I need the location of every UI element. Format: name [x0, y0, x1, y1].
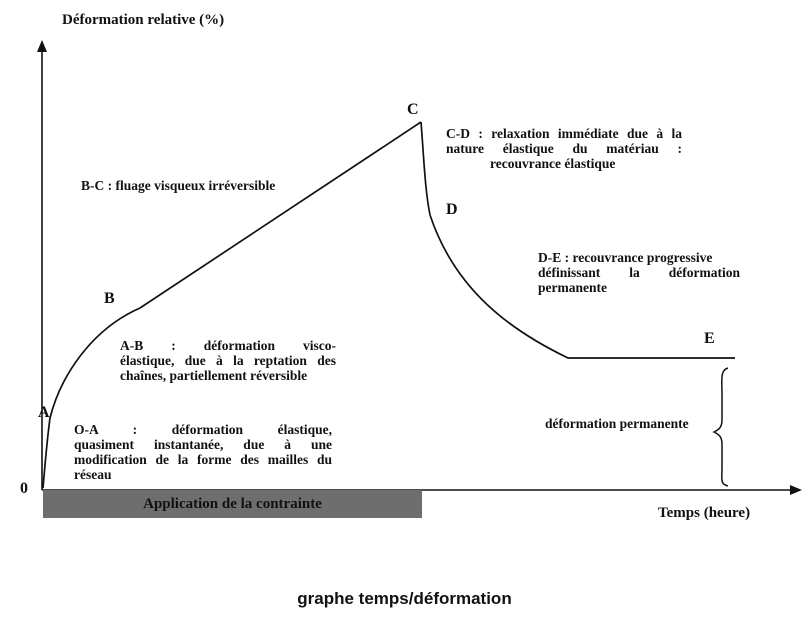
annotation-c-d: C-D : relaxation immédiate due à la natu… [446, 126, 682, 171]
annotation-d-e-line-2: définissant la déformation [538, 265, 740, 280]
annotation-a-b-line-2: élastique, due à la reptation des [120, 353, 336, 368]
permanent-deformation-brace [712, 367, 729, 487]
curve-o-a-b [42, 307, 141, 489]
point-b-label: B [104, 290, 115, 307]
annotation-o-a-line-3: modification de la forme des mailles du [74, 452, 332, 467]
stress-application-label: Application de la contrainte [143, 495, 322, 512]
origin-label: 0 [20, 480, 28, 497]
point-d-label: D [446, 201, 458, 218]
curve-b-c [139, 121, 422, 309]
annotation-d-e-line-3: permanente [538, 280, 607, 295]
annotation-o-a-line-1: O-A : déformation élastique, [74, 422, 332, 437]
annotation-b-c: B-C : fluage visqueux irréversible [81, 178, 276, 193]
annotation-a-b-line-3: chaînes, partiellement réversible [120, 368, 308, 383]
point-c-label: C [407, 101, 419, 118]
point-e-label: E [704, 330, 715, 347]
annotation-c-d-line-3: recouvrance élastique [490, 156, 616, 171]
curve-c-d [420, 121, 431, 216]
x-axis-arrowhead [790, 485, 802, 495]
annotation-o-a-line-2: quasiment instantanée, due à une [74, 437, 332, 452]
figure-caption: graphe temps/déformation [297, 589, 512, 608]
x-axis-title: Temps (heure) [658, 505, 751, 521]
y-axis-arrowhead [37, 40, 47, 52]
stress-application-bar: Application de la contrainte [43, 490, 422, 518]
annotation-a-b: A-B : déformation visco- élastique, due … [120, 338, 336, 383]
curve-d-e [429, 214, 735, 359]
point-a-label: A [38, 404, 50, 421]
annotation-c-d-line-2: nature élastique du matériau : [446, 141, 682, 156]
permanent-deformation-label: déformation permanente [545, 416, 689, 431]
annotation-d-e: D-E : recouvrance progressive définissan… [538, 250, 740, 295]
annotation-c-d-line-1: C-D : relaxation immédiate due à la [446, 126, 682, 141]
annotation-o-a: O-A : déformation élastique, quasiment i… [74, 422, 332, 482]
annotation-d-e-line-1: D-E : recouvrance progressive [538, 250, 713, 265]
y-axis-title: Déformation relative (%) [62, 12, 225, 28]
annotation-o-a-line-4: réseau [74, 467, 112, 482]
annotation-a-b-line-1: A-B : déformation visco- [120, 338, 336, 353]
